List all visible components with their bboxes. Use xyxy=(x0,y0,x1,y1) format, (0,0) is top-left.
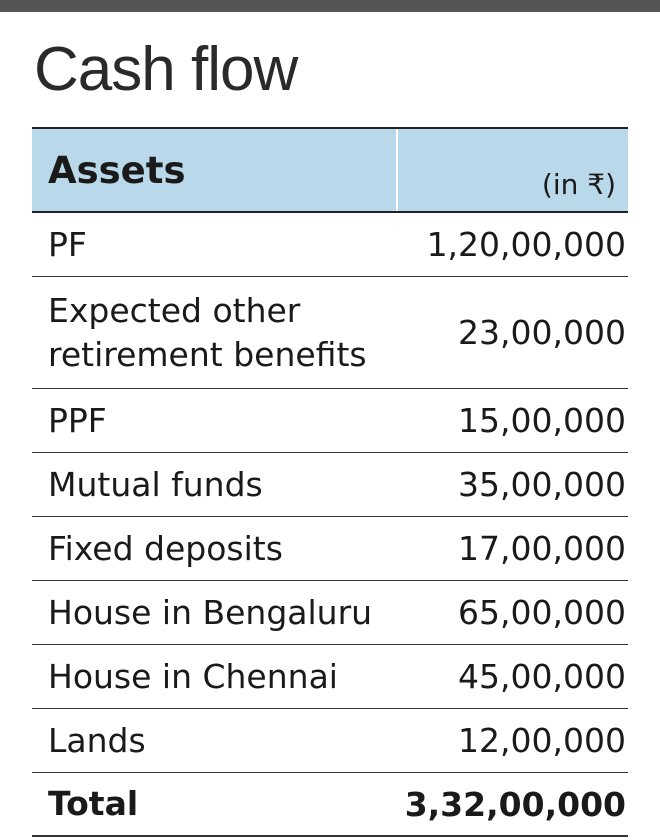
table-row: Mutual funds 35,00,000 xyxy=(32,453,628,517)
asset-value: 12,00,000 xyxy=(458,721,626,760)
asset-name: Mutual funds xyxy=(48,464,263,504)
asset-name: PPF xyxy=(48,400,107,440)
table-row: House in Bengaluru 65,00,000 xyxy=(32,581,628,645)
assets-table: Assets (in ₹) PF 1,20,00,000 Expected ot… xyxy=(32,127,628,837)
asset-value: 23,00,000 xyxy=(458,313,626,352)
total-value: 3,32,00,000 xyxy=(404,784,626,824)
asset-value: 45,00,000 xyxy=(458,657,626,696)
asset-name: House in Bengaluru xyxy=(48,592,373,632)
table-row: Lands 12,00,000 xyxy=(32,709,628,773)
total-row: Total 3,32,00,000 xyxy=(32,773,628,837)
table-row: Fixed deposits 17,00,000 xyxy=(32,517,628,581)
asset-name: Lands xyxy=(48,720,146,760)
table-row: Expected other retirement benefits 23,00… xyxy=(32,277,628,389)
page-title: Cash flow xyxy=(34,35,298,104)
asset-name: Expected other retirement benefits xyxy=(48,290,367,374)
asset-value: 65,00,000 xyxy=(458,593,626,632)
header-assets-label: Assets xyxy=(32,129,398,211)
asset-name: House in Chennai xyxy=(48,656,338,696)
top-bar xyxy=(0,0,660,12)
asset-value: 17,00,000 xyxy=(458,529,626,568)
table-header: Assets (in ₹) xyxy=(32,127,628,213)
header-unit-label: (in ₹) xyxy=(541,168,616,201)
asset-name: PF xyxy=(48,224,87,264)
asset-name: Fixed deposits xyxy=(48,528,283,568)
asset-value: 1,20,00,000 xyxy=(426,225,626,264)
table-row: PPF 15,00,000 xyxy=(32,389,628,453)
asset-value: 35,00,000 xyxy=(458,465,626,504)
total-label: Total xyxy=(48,784,139,823)
table-row: House in Chennai 45,00,000 xyxy=(32,645,628,709)
table-row: PF 1,20,00,000 xyxy=(32,213,628,277)
asset-value: 15,00,000 xyxy=(458,401,626,440)
